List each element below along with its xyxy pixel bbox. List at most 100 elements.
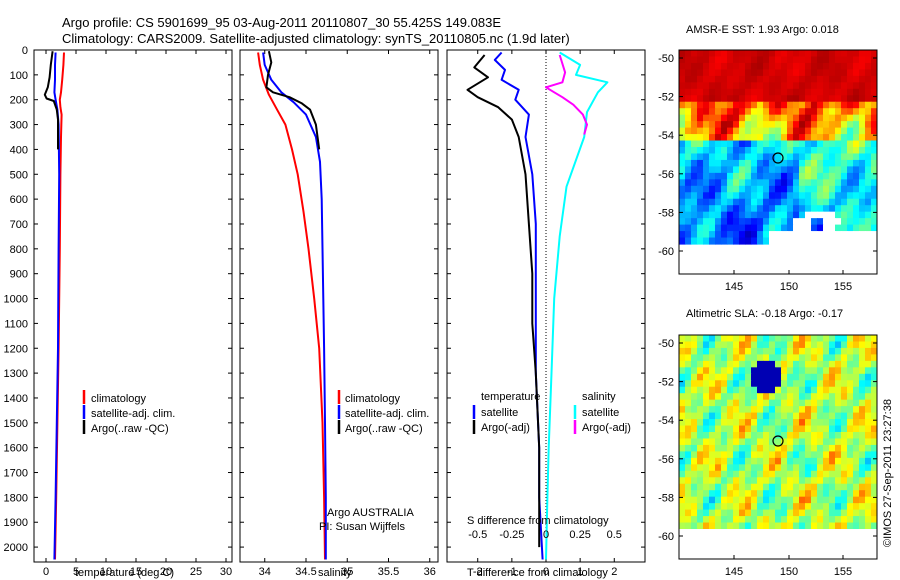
map-cell: [751, 470, 758, 478]
map-cell: [751, 166, 758, 174]
map-cell: [715, 477, 722, 485]
map-cell: [703, 88, 710, 96]
map-cell: [787, 477, 794, 485]
depth-tick-label: 1500: [4, 418, 28, 430]
map-cell: [865, 399, 872, 407]
map-cell: [751, 503, 758, 511]
map-cell: [871, 432, 877, 440]
map-cell: [721, 82, 728, 90]
map-cell: [721, 360, 728, 368]
map-cell: [721, 159, 728, 167]
map-y-tick-label: -58: [658, 492, 674, 504]
map-cell: [811, 147, 818, 155]
map-cell: [817, 425, 824, 433]
map-cell: [775, 82, 782, 90]
map-cell: [859, 457, 866, 465]
map-cell: [835, 159, 842, 167]
map-cell: [787, 198, 794, 206]
map-cell: [841, 185, 848, 193]
temperature-axes-frame: [33, 49, 233, 563]
map-cell: [709, 231, 716, 239]
map-cell: [865, 153, 872, 161]
map-cell: [769, 237, 776, 245]
map-cell: [691, 95, 698, 103]
legend-label-argo: Argo(..raw -QC): [91, 423, 169, 435]
map-cell: [679, 69, 686, 77]
map-cell: [757, 516, 764, 524]
map-cell: [697, 354, 704, 362]
map-cell: [859, 211, 866, 219]
map-cell: [721, 95, 728, 103]
map-cell: [691, 179, 698, 187]
map-cell: [811, 470, 818, 478]
map-cell: [703, 179, 710, 187]
map-cell: [721, 386, 728, 394]
map-cell: [769, 496, 776, 504]
map-cell: [745, 82, 752, 90]
map-cell: [775, 237, 782, 245]
map-cell: [769, 412, 776, 420]
map-cell: [775, 341, 782, 349]
map-cell: [739, 483, 746, 491]
map-cell: [781, 172, 788, 180]
map-cell: [763, 483, 770, 491]
map-cell: [817, 147, 824, 155]
map-cell: [709, 477, 716, 485]
map-cell: [823, 509, 830, 517]
map-cell: [793, 367, 800, 375]
map-cell: [763, 380, 770, 388]
map-cell: [769, 231, 776, 239]
map-cell: [775, 147, 782, 155]
map-cell: [841, 159, 848, 167]
map-y-tick-label: -52: [658, 377, 674, 389]
map-cell: [739, 179, 746, 187]
map-cell: [775, 211, 782, 219]
map-cell: [697, 166, 704, 174]
map-cell: [739, 185, 746, 193]
map-cell: [751, 483, 758, 491]
map-cell: [775, 127, 782, 135]
map-cell: [787, 360, 794, 368]
depth-tick-label: 800: [10, 244, 28, 256]
map-cell: [823, 341, 830, 349]
map-cell: [745, 354, 752, 362]
map-cell: [793, 380, 800, 388]
map-cell: [787, 457, 794, 465]
map-cell: [685, 69, 692, 77]
map-cell: [703, 386, 710, 394]
map-cell: [709, 69, 716, 77]
map-cell: [871, 419, 877, 427]
map-cell: [847, 477, 854, 485]
map-cell: [829, 399, 836, 407]
map-cell: [799, 237, 806, 245]
map-cell: [721, 425, 728, 433]
map-cell: [769, 367, 776, 375]
map-cell: [805, 224, 812, 232]
map-cell: [805, 218, 812, 226]
map-cell: [709, 237, 716, 245]
map-cell: [793, 218, 800, 226]
map-cell: [841, 127, 848, 135]
map-cell: [691, 393, 698, 401]
map-cell: [739, 380, 746, 388]
map-cell: [721, 522, 728, 530]
map-cell: [841, 412, 848, 420]
map-cell: [793, 185, 800, 193]
map-cell: [769, 108, 776, 116]
map-cell: [757, 464, 764, 472]
map-cell: [805, 56, 812, 64]
map-cell: [757, 101, 764, 109]
map-cell: [799, 88, 806, 96]
map-cell: [685, 464, 692, 472]
map-cell: [679, 231, 686, 239]
map-cell: [739, 140, 746, 148]
map-cell: [715, 490, 722, 498]
depth-tick-label: 1200: [4, 343, 28, 355]
map-cell: [757, 237, 764, 245]
map-cell: [763, 438, 770, 446]
map-cell: [811, 490, 818, 498]
map-cell: [697, 82, 704, 90]
map-cell: [757, 347, 764, 355]
map-cell: [745, 341, 752, 349]
map-cell: [709, 147, 716, 155]
